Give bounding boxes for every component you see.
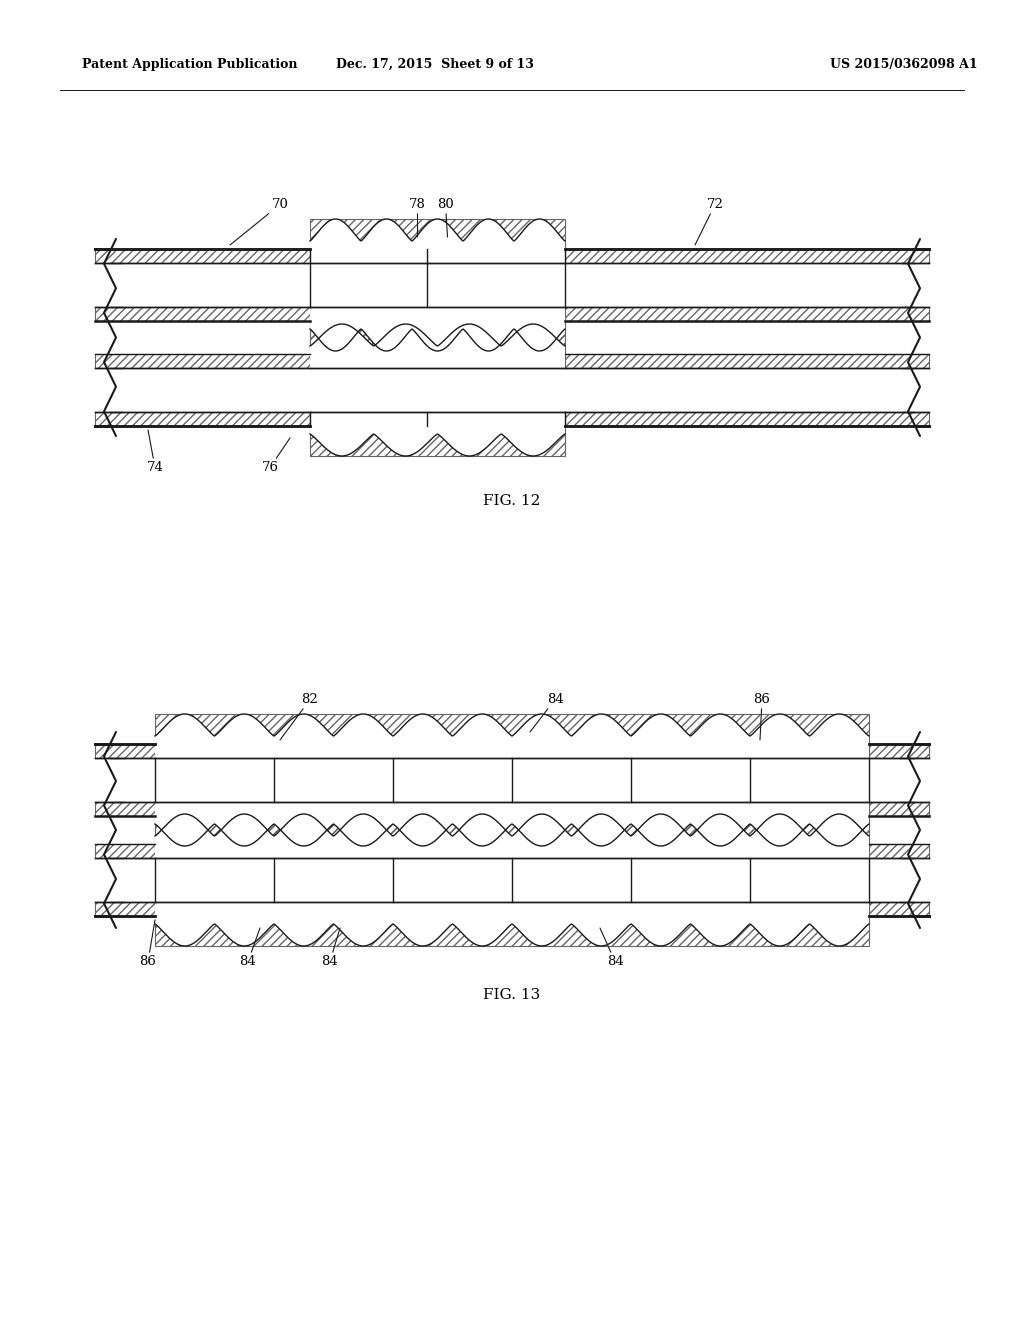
Bar — [310, 412, 565, 455]
Bar — [95, 308, 310, 321]
Bar — [155, 714, 869, 758]
Text: 84: 84 — [600, 928, 624, 968]
Text: 84: 84 — [240, 928, 260, 968]
Bar — [869, 744, 929, 758]
Bar — [565, 354, 929, 368]
Bar — [565, 249, 929, 263]
Text: US 2015/0362098 A1: US 2015/0362098 A1 — [830, 58, 978, 71]
Text: 70: 70 — [230, 198, 289, 246]
Bar — [869, 843, 929, 858]
Text: Dec. 17, 2015  Sheet 9 of 13: Dec. 17, 2015 Sheet 9 of 13 — [336, 58, 534, 71]
Bar — [565, 308, 929, 321]
Text: 80: 80 — [437, 198, 454, 238]
Bar — [155, 814, 869, 858]
Bar — [155, 803, 869, 846]
Bar — [310, 219, 565, 263]
Text: FIG. 13: FIG. 13 — [483, 987, 541, 1002]
Bar — [95, 843, 155, 858]
Text: 76: 76 — [261, 438, 290, 474]
Bar — [95, 249, 310, 263]
Text: 86: 86 — [754, 693, 770, 741]
Text: 84: 84 — [322, 928, 340, 968]
Bar — [95, 412, 310, 426]
Bar — [95, 744, 155, 758]
Bar — [869, 803, 929, 816]
Text: Patent Application Publication: Patent Application Publication — [82, 58, 298, 71]
Text: 78: 78 — [409, 198, 426, 238]
Bar — [95, 803, 155, 816]
Text: 86: 86 — [139, 920, 157, 968]
Bar — [565, 412, 929, 426]
Bar — [869, 902, 929, 916]
Text: FIG. 12: FIG. 12 — [483, 494, 541, 508]
Bar — [310, 323, 565, 368]
Text: 72: 72 — [695, 198, 723, 246]
Bar — [310, 308, 565, 351]
Text: 84: 84 — [530, 693, 563, 733]
Bar — [95, 354, 310, 368]
Text: 82: 82 — [280, 693, 318, 741]
Text: 74: 74 — [146, 430, 164, 474]
Bar — [155, 902, 869, 946]
Bar — [95, 902, 155, 916]
